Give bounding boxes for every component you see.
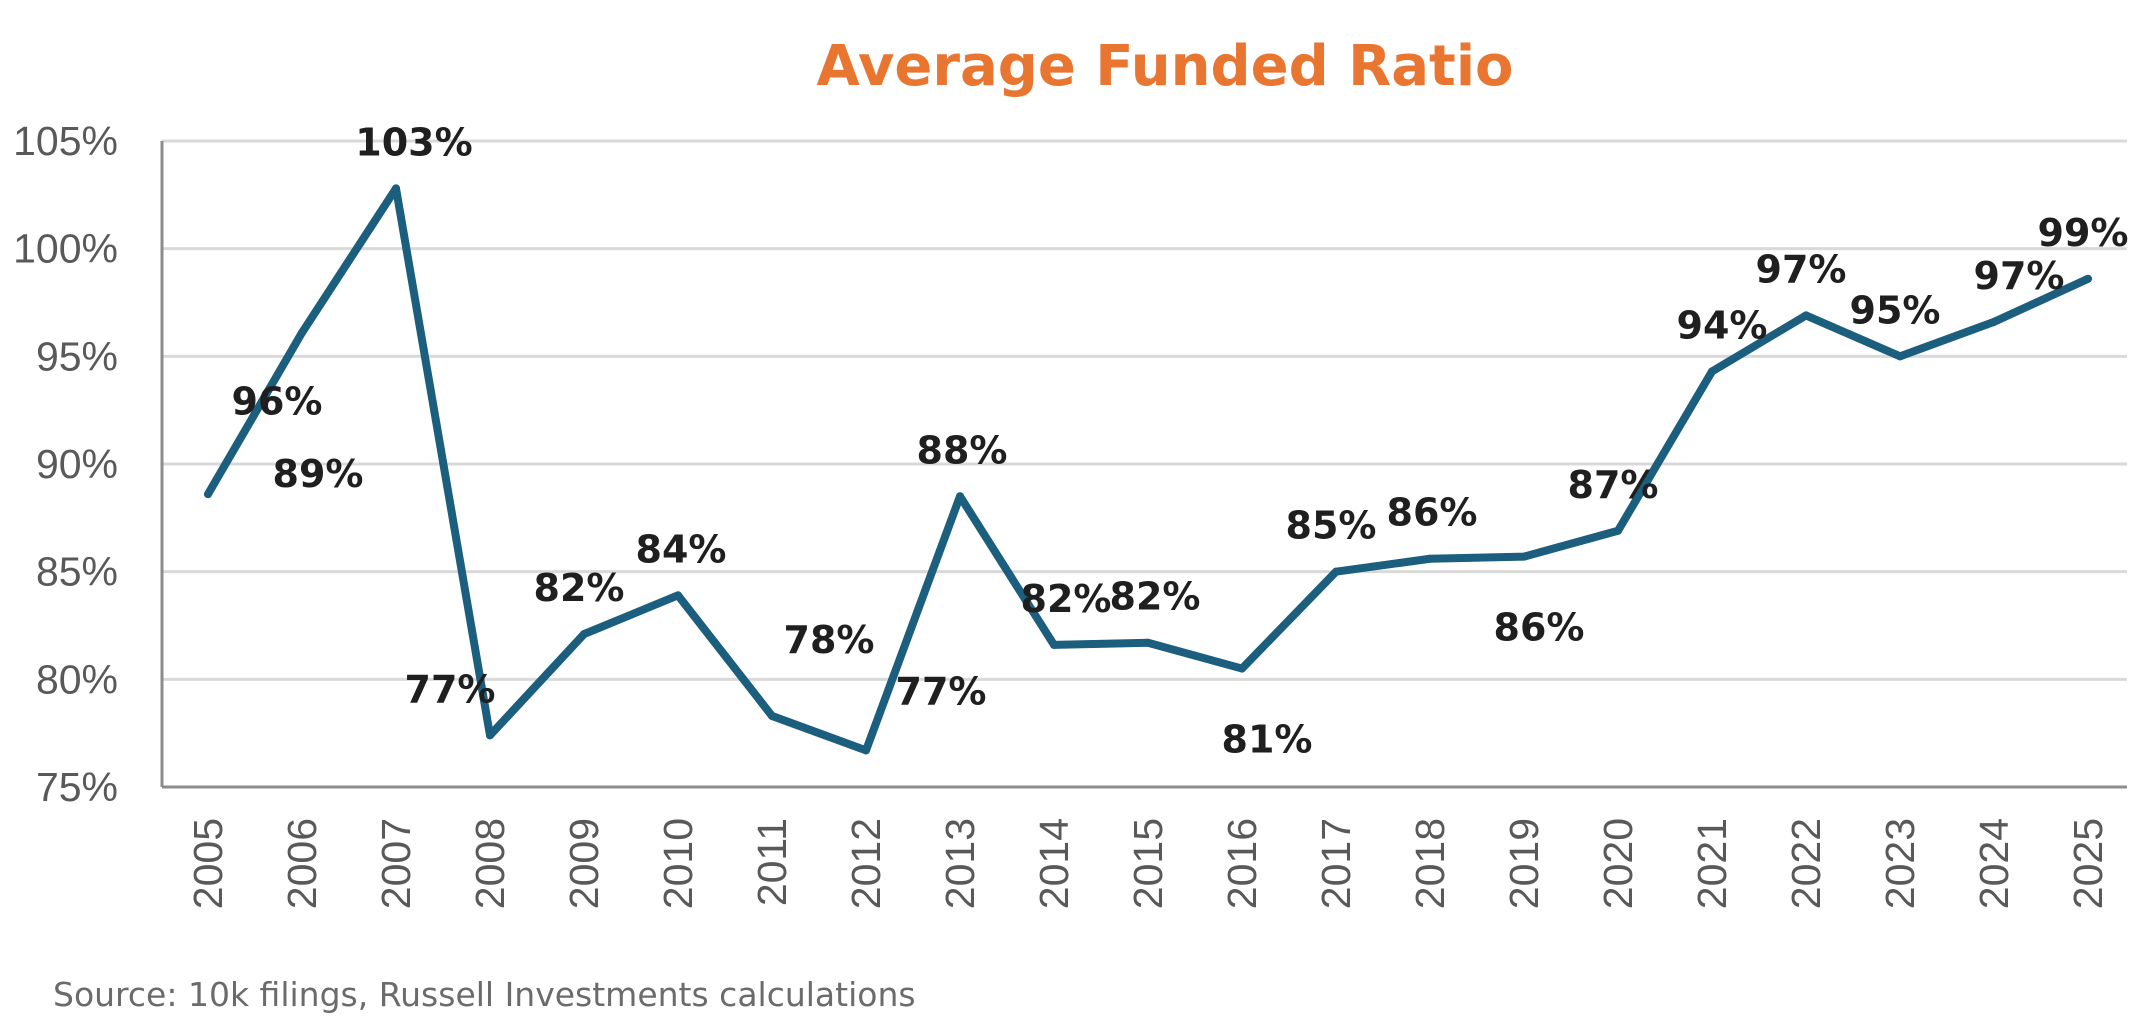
data-label: 96% (232, 380, 323, 424)
data-label: 81% (1222, 718, 1313, 762)
data-point (1426, 554, 1434, 563)
x-tick-label: 2010 (655, 818, 701, 909)
y-tick-label: 95% (36, 333, 118, 379)
data-point (298, 328, 306, 337)
x-tick-label: 2023 (1877, 818, 1923, 909)
data-point (674, 591, 682, 600)
data-point (1896, 352, 1904, 361)
y-tick-label: 75% (36, 764, 118, 810)
x-tick-label: 2008 (467, 818, 513, 909)
source-note: Source: 10k filings, Russell Investments… (53, 975, 916, 1014)
data-point (1238, 664, 1246, 673)
data-label: 86% (1494, 606, 1585, 650)
data-label: 103% (355, 120, 472, 164)
data-label: 82% (534, 566, 625, 610)
data-point (1050, 640, 1058, 649)
x-tick-label: 2022 (1783, 818, 1829, 909)
x-tick-label: 2024 (1971, 818, 2017, 909)
x-axis-ticks: 2005 2006 2007 2008 2009 2010 2011 2012 2013 2014… (185, 818, 2111, 909)
y-tick-label: 90% (36, 441, 118, 487)
data-label: 82% (1110, 575, 1201, 619)
x-tick-label: 2005 (185, 818, 231, 909)
data-label: 86% (1387, 491, 1478, 535)
y-axis-ticks: 75% 80% 85% 90% 95% 100% 105% (13, 118, 118, 810)
gridlines (162, 139, 2127, 681)
data-label: 87% (1568, 463, 1659, 507)
chart-title: Average Funded Ratio (817, 34, 1514, 99)
data-point (1144, 638, 1152, 647)
x-tick-label: 2017 (1313, 818, 1359, 909)
x-tick-label: 2015 (1125, 818, 1171, 909)
data-point (956, 492, 964, 501)
x-tick-label: 2014 (1031, 818, 1077, 909)
x-tick-label: 2021 (1689, 818, 1735, 909)
data-point (486, 731, 494, 740)
data-label: 84% (636, 527, 727, 571)
axes (160, 141, 2127, 789)
data-label: 82% (1021, 577, 1112, 621)
data-point (392, 184, 400, 193)
x-tick-label: 2006 (279, 818, 325, 909)
data-label: 94% (1677, 303, 1768, 347)
data-point (1520, 552, 1528, 561)
x-tick-label: 2019 (1501, 818, 1547, 909)
data-label: 77% (896, 669, 987, 713)
y-tick-label: 85% (36, 549, 118, 595)
x-tick-label: 2007 (373, 818, 419, 909)
x-tick-label: 2013 (937, 818, 983, 909)
x-tick-label: 2020 (1595, 818, 1641, 909)
y-tick-label: 100% (13, 226, 118, 272)
y-tick-label: 80% (36, 656, 118, 702)
data-point (1802, 311, 1810, 320)
data-labels: 89%96%103%77%82%84%78%77%88%82%82%81%85%… (232, 120, 2129, 761)
x-tick-label: 2009 (561, 818, 607, 909)
x-tick-label: 2025 (2065, 818, 2111, 909)
data-point (1708, 367, 1716, 376)
data-point (204, 490, 212, 499)
data-label: 88% (917, 428, 1008, 472)
x-tick-label: 2012 (843, 818, 889, 909)
x-tick-label: 2018 (1407, 818, 1453, 909)
data-point (768, 711, 776, 720)
series-layer (204, 184, 2092, 755)
data-label: 77% (405, 667, 496, 711)
x-tick-label: 2011 (749, 818, 795, 906)
data-point (1332, 567, 1340, 576)
data-point (2084, 274, 2092, 283)
data-point (862, 746, 870, 755)
data-label: 95% (1850, 288, 1941, 332)
data-point (580, 630, 588, 639)
data-label: 97% (1756, 247, 1847, 291)
y-tick-label: 105% (13, 118, 118, 164)
data-label: 85% (1286, 504, 1377, 548)
x-tick-label: 2016 (1219, 818, 1265, 909)
data-label: 78% (784, 618, 875, 662)
data-point (1990, 317, 1998, 326)
data-point (1614, 526, 1622, 535)
data-label: 89% (273, 452, 364, 496)
data-label: 99% (2038, 211, 2129, 255)
data-label: 97% (1974, 254, 2065, 298)
